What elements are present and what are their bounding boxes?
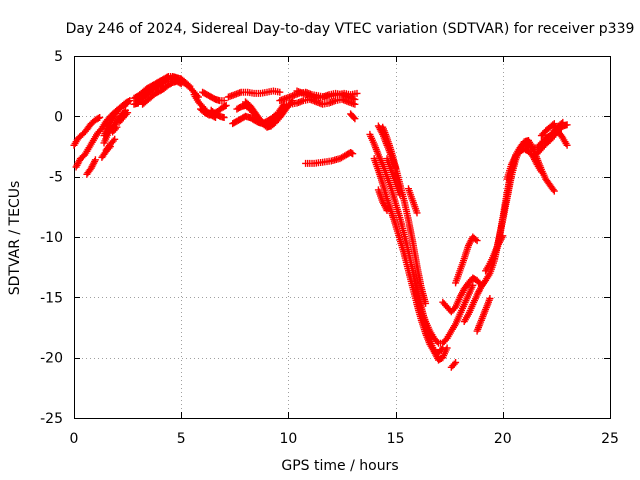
series-arc-03 (83, 156, 99, 178)
series-arc-34 (413, 281, 477, 347)
grid-lines (74, 56, 610, 418)
x-tick-label: 20 (494, 431, 512, 447)
data-point-markers (439, 274, 485, 316)
series-arc-13 (139, 77, 185, 108)
series-arc-45 (550, 123, 571, 149)
y-tick-label: -20 (40, 351, 63, 367)
data-point-markers (130, 73, 194, 102)
series-arc-21 (233, 100, 288, 129)
y-tick-label: -15 (40, 290, 63, 306)
series-arc-44 (537, 120, 558, 140)
y-tick-label: -5 (49, 170, 63, 186)
series-arc-37 (452, 233, 481, 287)
data-point-markers (473, 295, 494, 335)
data-point-markers (224, 87, 284, 101)
series-arc-27 (366, 130, 451, 364)
series-arc-42 (503, 145, 545, 183)
x-tick-label: 25 (601, 431, 619, 447)
data-point-markers (109, 123, 121, 136)
data-point-markers (199, 88, 228, 105)
series-arc-39 (473, 295, 494, 335)
series-arc-16 (199, 88, 228, 105)
data-point-markers (100, 106, 129, 147)
series-arc-26 (302, 149, 357, 167)
y-tick-label: -10 (40, 230, 63, 246)
data-point-markers (83, 156, 99, 178)
data-point-markers (293, 87, 359, 103)
x-tick-label: 0 (70, 431, 79, 447)
x-tick-label: 5 (177, 431, 186, 447)
series-arc-23 (280, 95, 359, 109)
data-point-markers (280, 95, 359, 109)
chart-title: Day 246 of 2024, Sidereal Day-to-day VTE… (66, 21, 635, 37)
data-point-markers (452, 233, 481, 287)
data-point-markers (550, 123, 571, 149)
series-arc-08 (109, 123, 121, 136)
data-point-markers (383, 155, 404, 199)
x-tick-label: 10 (279, 431, 297, 447)
data-point-markers (447, 359, 460, 371)
series-arc-35 (439, 274, 485, 316)
series-arc-17 (207, 106, 228, 121)
x-tick-labels: 0 5 10 15 20 25 (70, 431, 619, 447)
series-arc-18 (224, 87, 284, 101)
data-point-markers (405, 185, 421, 217)
data-point-markers (102, 135, 119, 154)
series-arc-30 (379, 123, 430, 307)
data-point-markers (413, 281, 477, 347)
y-tick-labels: 5 0 -5 -10 -15 -20 -25 (40, 49, 63, 427)
y-axis-label: SDTVAR / TECUs (7, 181, 23, 296)
data-point-markers (207, 106, 228, 121)
data-point-markers (233, 100, 288, 129)
data-point-markers (115, 109, 132, 126)
y-tick-label: 0 (54, 109, 63, 125)
series-arc-09 (115, 109, 132, 126)
data-points (70, 73, 571, 371)
series-arc-28 (370, 155, 447, 357)
series-arc-05 (100, 106, 129, 147)
data-point-markers (503, 145, 545, 183)
data-point-markers (537, 120, 558, 140)
series-arc-07 (102, 135, 119, 154)
series-arc-24 (293, 87, 359, 103)
y-tick-label: 5 (54, 49, 63, 65)
series-arc-25 (347, 110, 359, 123)
data-point-markers (302, 149, 357, 167)
series-arc-12 (134, 79, 168, 105)
data-point-markers (347, 110, 359, 123)
series-arc-33 (405, 185, 421, 217)
data-point-markers (460, 118, 567, 325)
series-arc-38 (460, 118, 567, 325)
series-arc-32 (383, 155, 404, 199)
series-arc-31 (374, 186, 391, 214)
data-point-markers (374, 186, 391, 214)
x-axis-label: GPS time / hours (281, 458, 398, 474)
data-point-markers (366, 130, 451, 364)
series-arc-11 (130, 73, 194, 102)
x-tick-label: 15 (387, 431, 405, 447)
series-arc-36 (447, 359, 460, 371)
data-point-markers (379, 123, 430, 307)
data-point-markers (370, 155, 447, 357)
axis-ticks (74, 56, 611, 419)
data-point-markers (139, 77, 185, 108)
series-arc-01 (70, 114, 104, 149)
data-point-markers (134, 79, 168, 105)
y-tick-label: -25 (40, 411, 63, 427)
data-point-markers (70, 114, 104, 149)
